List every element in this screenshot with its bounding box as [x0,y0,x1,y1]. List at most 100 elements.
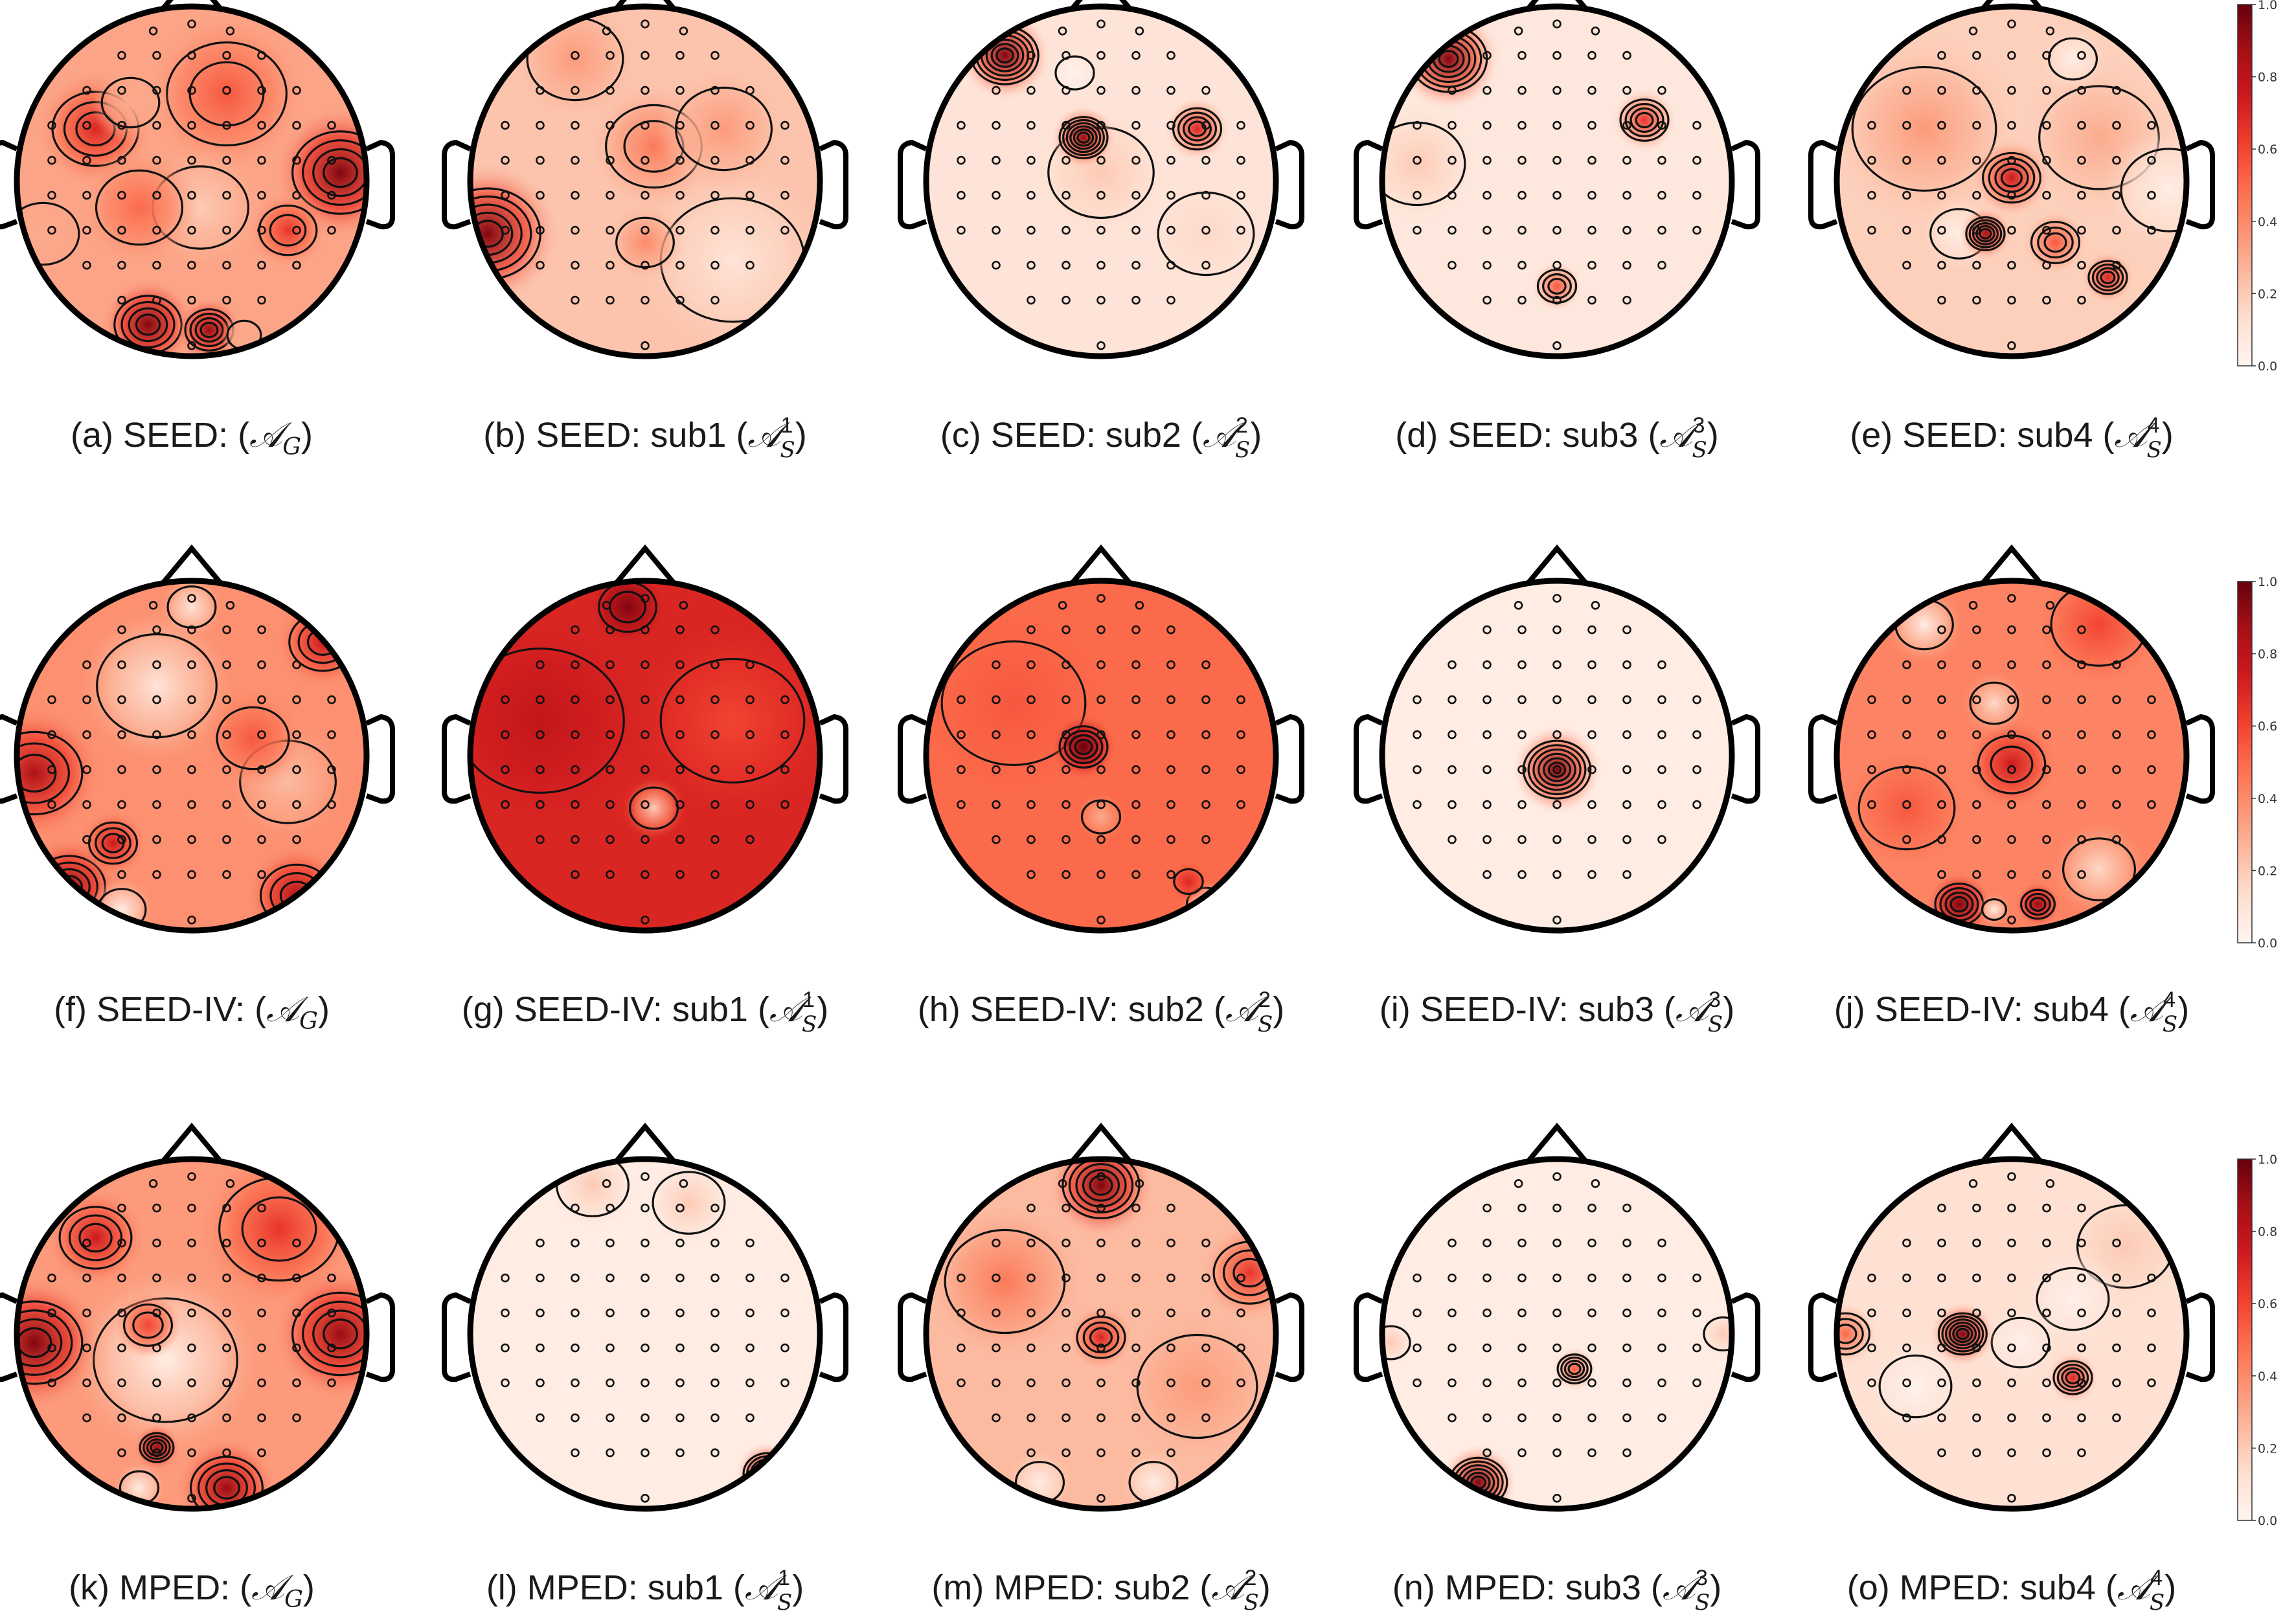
contour-line [150,1441,164,1454]
electrode [1902,1413,1911,1423]
contour-line [659,657,806,784]
electrode [2042,85,2051,95]
electrode [2042,1448,2051,1458]
contour-line [323,1318,358,1349]
electrode [1657,660,1666,670]
electrode [571,225,580,235]
electrode [1096,225,1106,235]
hotspot [1530,259,1584,313]
electrode [2007,765,2016,774]
electrode [1622,295,1631,305]
electrode [257,260,266,270]
electrode [2007,155,2016,165]
electrode [1692,695,1701,705]
electrode [1166,660,1176,670]
electrode [47,155,56,165]
colorbar-tick-label: 0.6 [2258,142,2277,157]
nose-outline [1522,544,1592,589]
electrode [1096,51,1106,60]
electrode [536,1343,545,1353]
electrode [1517,765,1527,774]
topomap-mped-1 [0,1122,395,1512]
electrode [679,26,688,36]
electrode [2077,1203,2086,1213]
electrode [1867,1308,1876,1318]
electrode [1166,1378,1176,1388]
contour-line [1944,891,1974,918]
electrode [1131,120,1141,130]
electrode [1622,1273,1631,1283]
caption-sup: 3 [1696,1566,1708,1590]
electrode [780,765,789,774]
electrode [1972,800,1981,809]
electrode [1413,1308,1422,1318]
electrode [606,1203,615,1213]
electrode [1482,295,1492,305]
contour-line [2096,267,2120,288]
coldspot [1048,46,1102,100]
electrode [1622,730,1631,739]
electrode [1131,190,1141,200]
electrode [1096,800,1106,809]
contour-line [1438,50,1459,68]
electrode [1587,870,1596,879]
caption-prefix: (i) SEED-IV: sub3 [1380,990,1664,1029]
electrode [676,1448,685,1458]
electrode [606,695,615,705]
electrode [187,1413,196,1423]
electrode [1166,1273,1176,1283]
nose-outline [157,0,227,15]
contour-line [2052,1360,2093,1395]
electrode [676,1378,685,1388]
electrode [187,1378,196,1388]
contour-line [17,1309,73,1376]
electrode [1448,190,1457,200]
electrode [536,765,545,774]
electrode [1027,1413,1036,1423]
contour-line [940,640,1087,767]
contour-line [1076,131,1091,144]
colorbar-tick-label: 0.6 [2258,1297,2277,1311]
electrode [1027,260,1036,270]
electrode [257,120,266,130]
hotspot [639,1159,739,1253]
electrode [1413,695,1422,705]
electrode [2112,85,2121,95]
electrode [1517,1203,1527,1213]
electrode [292,765,301,774]
electrode [187,190,196,200]
electrode [1096,260,1106,270]
electrode [152,835,161,844]
electrode [117,155,126,165]
electrode [2042,120,2051,130]
electrode [187,260,196,270]
electrode [1027,1448,1036,1458]
colorbar-gradient [2237,1158,2253,1521]
electrode [1552,625,1562,635]
electrode [710,120,720,130]
electrode [1902,190,1911,200]
electrode [1972,295,1981,305]
nose-outline [1977,544,2047,589]
nose-outline [1977,1122,2047,1167]
electrode [2147,1273,2156,1283]
electrode [1937,1203,1946,1213]
electrode [992,1413,1001,1423]
electrode [1622,800,1631,809]
electrode [152,1238,161,1248]
electrode [641,190,650,200]
electrode [2147,800,2156,809]
electrode [148,600,158,610]
electrode [1902,1378,1911,1388]
panel-caption: (e) SEED: sub4 (𝒜4 S) [1850,413,2173,463]
colorbar-tick-label: 0.4 [2258,215,2277,229]
hotspot [1971,138,2052,218]
electrode [1972,1413,1981,1423]
electrode [1937,225,1946,235]
electrode [257,835,266,844]
electrode [710,225,720,235]
electrode [1166,870,1176,879]
electrode [2042,51,2051,60]
electrode [641,1413,650,1423]
electrode [1413,730,1422,739]
